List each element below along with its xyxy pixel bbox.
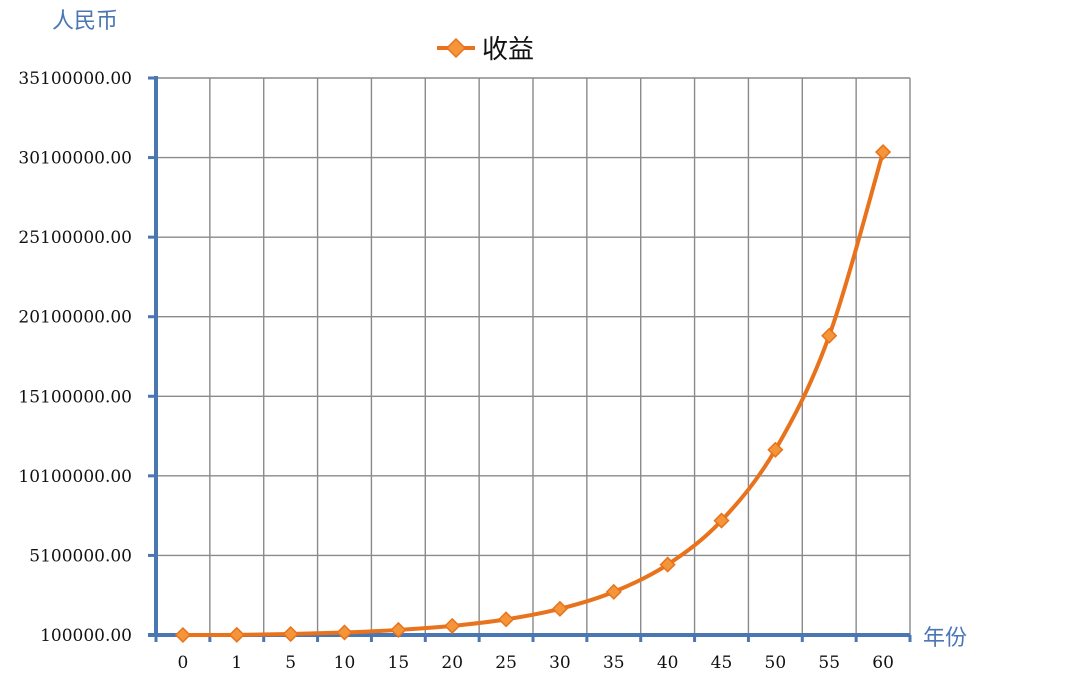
legend: 收益 xyxy=(437,35,534,65)
x-tick-label: 30 xyxy=(549,653,571,673)
x-tick-label: 40 xyxy=(657,653,679,673)
data-point-marker xyxy=(390,621,407,638)
data-point-marker xyxy=(713,512,730,529)
x-tick-label: 20 xyxy=(441,653,463,673)
x-tick-label: 10 xyxy=(334,653,356,673)
data-point-marker xyxy=(336,624,353,641)
x-tick-label: 35 xyxy=(603,653,625,673)
grid-lines xyxy=(156,77,911,635)
data-point-marker xyxy=(767,441,784,458)
y-tick-label: 100000.00 xyxy=(40,626,132,646)
data-point-marker xyxy=(174,626,191,644)
series-layer xyxy=(174,143,892,644)
y-tick-label: 10100000.00 xyxy=(18,467,132,487)
y-tick-label: 20100000.00 xyxy=(18,308,132,328)
data-point-marker xyxy=(282,625,299,643)
x-tick-label: 25 xyxy=(495,653,517,673)
x-tick-labels: 0 1 5 10 15 20 25 30 35 40 45 50 55 60 xyxy=(178,653,894,673)
y-axis-label: 人民币 xyxy=(52,9,118,34)
legend-marker-swatch xyxy=(445,37,467,59)
data-point-marker xyxy=(821,327,838,344)
data-point-marker xyxy=(444,617,461,634)
data-point-marker xyxy=(551,600,568,617)
legend-label: 收益 xyxy=(482,35,534,65)
data-point-marker xyxy=(605,583,622,600)
y-tick-label: 15100000.00 xyxy=(18,387,132,407)
data-point-marker xyxy=(228,626,245,643)
y-tick-label: 30100000.00 xyxy=(18,149,132,169)
x-tick-label: 0 xyxy=(178,653,189,673)
x-tick-label: 15 xyxy=(388,653,410,673)
data-point-marker xyxy=(875,143,892,161)
y-tick-label: 35100000.00 xyxy=(18,69,132,89)
x-tick-label: 45 xyxy=(711,653,733,673)
x-tick-label: 5 xyxy=(285,653,296,673)
axes xyxy=(148,76,912,642)
data-point-marker xyxy=(659,556,676,573)
y-tick-labels: 100000.00 5100000.00 10100000.00 15100000.0… xyxy=(18,69,132,646)
x-tick-label: 1 xyxy=(231,653,242,673)
y-tick-label: 5100000.00 xyxy=(29,546,132,566)
x-axis-label: 年份 xyxy=(923,626,967,651)
x-tick-label: 55 xyxy=(818,653,840,673)
y-tick-label: 25100000.00 xyxy=(18,228,132,248)
data-point-marker xyxy=(498,611,515,628)
x-tick-label: 60 xyxy=(872,653,894,673)
x-tick-label: 50 xyxy=(765,653,787,673)
